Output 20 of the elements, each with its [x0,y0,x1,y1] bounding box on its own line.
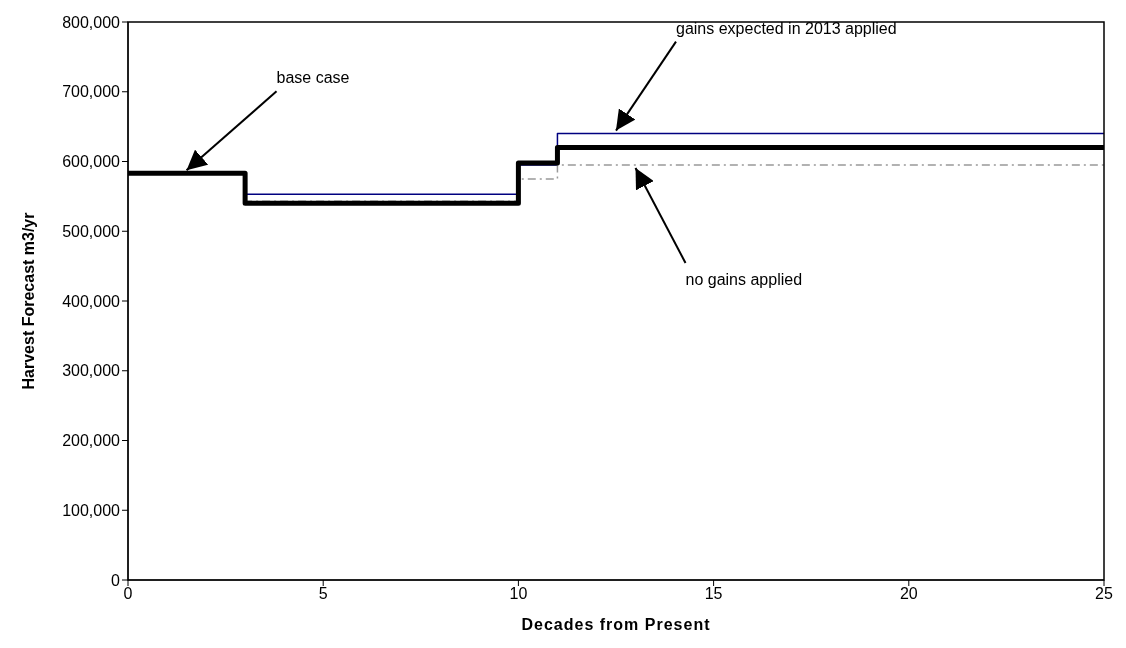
annotation: no gains applied [685,270,803,288]
y-tick-label: 200,000 [62,432,121,450]
y-tick-label: 800,000 [62,13,121,31]
x-axis-title: Decades from Present [521,616,711,633]
x-tick-label: 15 [704,585,723,603]
x-tick-label: 20 [899,585,918,603]
annotation: base case [276,69,350,87]
y-tick-label: 0 [111,571,121,589]
y-tick-label: 500,000 [62,222,121,240]
x-tick-label: 0 [123,585,133,603]
x-tick-label: 10 [509,585,528,603]
x-tick-label: 25 [1095,585,1113,603]
y-axis-title: Harvest Forecast m3/yr [19,212,37,390]
annotation: gains expected in 2013 applied [676,19,897,37]
y-tick-label: 100,000 [62,501,121,519]
y-tick-label: 300,000 [62,362,121,380]
y-tick-label: 700,000 [62,83,121,101]
x-tick-label: 5 [318,585,328,603]
y-tick-label: 400,000 [62,292,121,310]
y-tick-label: 600,000 [62,153,121,171]
